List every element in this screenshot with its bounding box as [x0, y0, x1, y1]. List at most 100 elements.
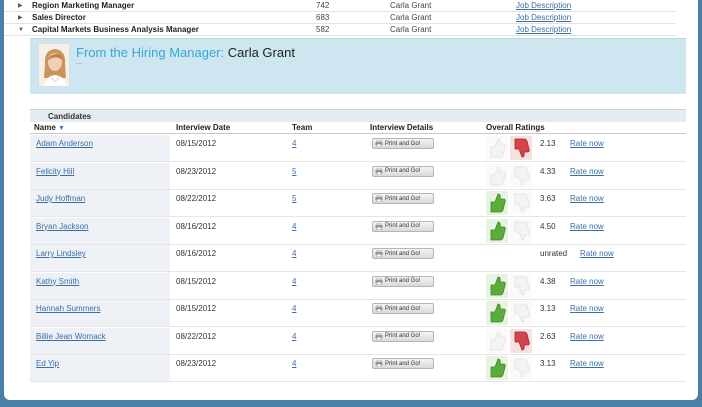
job-description-link[interactable]: Job Description	[516, 25, 572, 34]
candidate-name-cell: Bryan Jackson	[30, 217, 170, 244]
team-link[interactable]: 4	[292, 304, 297, 313]
printer-icon	[375, 250, 383, 257]
job-description-link[interactable]: Job Description	[516, 13, 572, 22]
candidate-name-link[interactable]: Bryan Jackson	[36, 221, 89, 231]
thumbs-up-icon[interactable]	[486, 136, 508, 160]
print-and-go-button[interactable]: Print and Go!	[372, 248, 434, 259]
table-row: Ed Yip 08/23/2012 4 Print and Go! 3.13 R…	[30, 355, 686, 382]
print-and-go-button[interactable]: Print and Go!	[372, 193, 434, 204]
team-link[interactable]: 4	[292, 276, 297, 286]
interview-date: 08/15/2012	[176, 139, 217, 148]
overall-score: 3.13	[540, 304, 556, 313]
interview-date: 08/22/2012	[176, 331, 217, 341]
column-header-details: Interview Details	[370, 123, 434, 132]
column-header-team[interactable]: Team	[292, 123, 313, 132]
rate-now-link[interactable]: Rate now	[580, 249, 614, 258]
interview-date: 08/15/2012	[176, 276, 217, 286]
team-link[interactable]: 4	[292, 139, 297, 148]
rate-now-link[interactable]: Rate now	[570, 194, 604, 203]
candidates-section-header: Candidates	[30, 109, 686, 122]
candidate-name-link[interactable]: Hannah Summers	[36, 304, 101, 313]
candidate-name-cell: Adam Anderson	[30, 135, 170, 161]
requisition-hiring-manager: Carla Grant	[390, 13, 432, 22]
avatar	[38, 43, 70, 87]
print-and-go-button[interactable]: Print and Go!	[372, 220, 434, 232]
overall-score: 3.13	[540, 359, 556, 368]
thumbs-up-icon[interactable]	[486, 356, 508, 380]
thumbs-up-icon[interactable]	[486, 163, 508, 188]
rate-now-link[interactable]: Rate now	[570, 331, 604, 341]
candidate-name-link[interactable]: Adam Anderson	[36, 139, 93, 148]
thumbs-up-icon[interactable]	[486, 218, 508, 243]
rate-now-link[interactable]: Rate now	[570, 221, 604, 231]
interview-date: 08/23/2012	[176, 166, 217, 176]
requisition-hiring-manager: Carla Grant	[390, 1, 432, 10]
rate-now-link[interactable]: Rate now	[570, 276, 604, 286]
expand-triangle-icon[interactable]: ▶	[18, 3, 23, 9]
overall-score: unrated	[540, 249, 568, 258]
team-link[interactable]: 5	[292, 194, 297, 203]
candidate-name-cell: Felicity Hill	[30, 162, 170, 189]
print-and-go-button[interactable]: Print and Go!	[372, 165, 434, 177]
thumbs-down-icon[interactable]	[510, 191, 532, 215]
team-link[interactable]: 4	[292, 359, 297, 368]
job-description-link[interactable]: Job Description	[516, 1, 572, 10]
thumbs-down-icon[interactable]	[510, 218, 532, 243]
candidate-name-link[interactable]: Ed Yip	[36, 359, 60, 368]
thumbs-up-icon[interactable]	[486, 191, 508, 215]
rate-now-link[interactable]: Rate now	[570, 359, 604, 368]
candidate-name-cell: Billie Jean Womack	[30, 327, 170, 354]
thumbs-down-icon[interactable]	[510, 356, 532, 380]
thumbs-down-icon[interactable]	[510, 136, 532, 160]
overall-score: 4.38	[540, 276, 556, 286]
interview-date: 08/23/2012	[176, 359, 217, 368]
thumbs-down-icon[interactable]	[510, 163, 532, 188]
hiring-manager-panel: From the Hiring Manager: Carla Grant	[30, 38, 686, 94]
thumbs-down-icon[interactable]	[510, 273, 532, 298]
print-and-go-button[interactable]: Print and Go!	[372, 275, 434, 287]
candidate-name-link[interactable]: Larry Lindsley	[36, 249, 86, 258]
candidate-name-link[interactable]: Billie Jean Womack	[36, 331, 106, 341]
print-and-go-button[interactable]: Print and Go!	[372, 303, 434, 314]
thumbs-up-icon[interactable]	[486, 301, 508, 325]
print-and-go-button[interactable]: Print and Go!	[372, 358, 434, 369]
thumbs-down-icon[interactable]	[510, 301, 532, 325]
requisition-title: Sales Director	[32, 13, 86, 22]
overall-score: 4.50	[540, 221, 556, 231]
print-and-go-label: Print and Go!	[385, 168, 421, 174]
team-link[interactable]: 4	[292, 331, 297, 341]
requisition-hiring-manager: Carla Grant	[390, 25, 432, 34]
requisition-row[interactable]: ▶ Sales Director 683 Carla Grant Job Des…	[4, 12, 676, 24]
candidate-name-link[interactable]: Kathy Smith	[36, 276, 80, 286]
requisition-row[interactable]: ▶ Region Marketing Manager 742 Carla Gra…	[4, 0, 676, 12]
manager-heading: From the Hiring Manager: Carla Grant	[76, 45, 295, 60]
collapse-triangle-icon[interactable]: ▼	[18, 26, 24, 33]
thumbs-up-icon[interactable]	[486, 273, 508, 298]
overall-score: 2.63	[540, 331, 556, 341]
printer-icon	[375, 195, 383, 202]
rate-now-link[interactable]: Rate now	[570, 139, 604, 148]
rate-now-link[interactable]: Rate now	[570, 166, 604, 176]
rate-now-link[interactable]: Rate now	[570, 304, 604, 313]
print-and-go-label: Print and Go!	[385, 333, 421, 339]
requisition-row[interactable]: ▼ Capital Markets Business Analysis Mana…	[4, 24, 676, 36]
team-link[interactable]: 5	[292, 166, 297, 176]
team-link[interactable]: 4	[292, 221, 297, 231]
candidate-name-cell: Judy Hoffman	[30, 190, 170, 216]
candidate-name-link[interactable]: Felicity Hill	[36, 166, 75, 176]
table-row: Judy Hoffman 08/22/2012 5 Print and Go! …	[30, 190, 686, 217]
team-link[interactable]: 4	[292, 249, 297, 258]
print-and-go-button[interactable]: Print and Go!	[372, 138, 434, 149]
column-header-date[interactable]: Interview Date	[176, 123, 231, 132]
expand-triangle-icon[interactable]: ▶	[18, 15, 23, 21]
requisition-number: 683	[316, 13, 330, 22]
thumbs-down-icon[interactable]	[510, 328, 532, 353]
column-header-name[interactable]: Name ▼	[34, 123, 65, 134]
table-row: Larry Lindsley 08/16/2012 4 Print and Go…	[30, 245, 686, 272]
candidate-name-link[interactable]: Judy Hoffman	[36, 194, 86, 203]
table-row: Felicity Hill 08/23/2012 5 Print and Go!…	[30, 162, 686, 190]
thumbs-up-icon[interactable]	[486, 328, 508, 353]
print-and-go-button[interactable]: Print and Go!	[372, 330, 434, 342]
table-row: Kathy Smith 08/15/2012 4 Print and Go! 4…	[30, 272, 686, 300]
print-and-go-label: Print and Go!	[385, 360, 421, 367]
